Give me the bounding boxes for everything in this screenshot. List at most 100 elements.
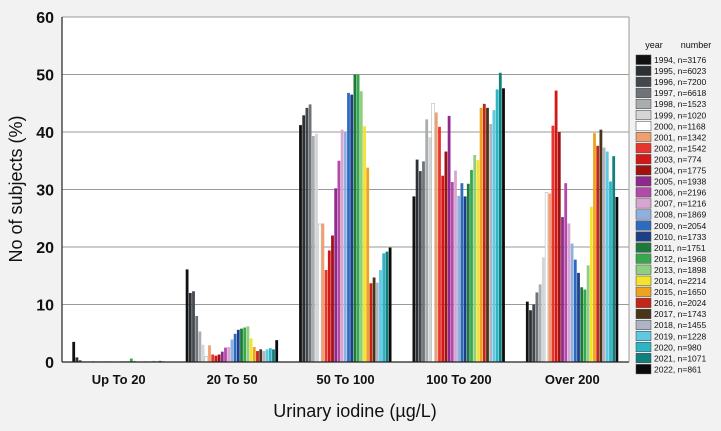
bar — [415, 159, 419, 362]
legend-label: 2004, n=1775 — [654, 166, 707, 176]
bar — [466, 183, 470, 362]
legend-swatch — [635, 297, 652, 308]
y-tick-label: 30 — [36, 183, 54, 200]
bar — [233, 333, 237, 362]
bar-series-group — [72, 72, 619, 363]
legend-label: 1996, n=7200 — [654, 77, 707, 87]
legend-label: 2007, n=1216 — [654, 199, 707, 209]
legend-swatch — [635, 319, 652, 330]
bar — [299, 125, 302, 362]
bar — [246, 326, 250, 362]
bar — [214, 355, 218, 362]
bar — [350, 94, 354, 363]
bar — [425, 119, 429, 362]
bar — [192, 291, 195, 362]
bar — [492, 110, 496, 363]
bar — [259, 349, 263, 362]
bar — [580, 287, 584, 362]
bar — [615, 196, 619, 362]
bar — [473, 155, 477, 362]
y-tick-label: 20 — [36, 240, 54, 257]
legend-swatch — [635, 308, 652, 319]
bar — [476, 160, 480, 362]
bar — [272, 349, 275, 362]
y-tick-label: 60 — [36, 10, 54, 27]
bar — [331, 235, 334, 362]
bar — [375, 282, 379, 362]
bar — [422, 161, 425, 362]
bar — [265, 349, 269, 362]
x-category-label: Up To 20 — [92, 372, 146, 387]
legend-swatch — [635, 342, 652, 353]
bar — [372, 277, 376, 362]
y-tick-label: 40 — [36, 125, 54, 142]
legend-swatch — [635, 275, 652, 286]
legend-swatch — [635, 198, 652, 209]
bar — [379, 270, 382, 362]
bar — [321, 223, 325, 362]
bar — [78, 360, 82, 362]
bar — [495, 89, 499, 362]
legend-swatch — [635, 331, 652, 341]
legend-swatch — [635, 231, 652, 242]
bar — [605, 151, 609, 362]
bar — [188, 293, 192, 362]
legend-swatch — [635, 165, 652, 176]
y-tick-labels: 0 10 20 30 40 50 60 — [36, 10, 54, 372]
bar — [551, 125, 555, 362]
bar — [363, 126, 366, 362]
legend-swatch — [635, 253, 652, 264]
bar — [570, 243, 574, 362]
bar — [525, 301, 529, 363]
bar — [441, 175, 445, 362]
bar — [227, 347, 231, 362]
legend-label: 2020, n=980 — [654, 342, 702, 352]
legend-swatch — [635, 98, 652, 109]
bar — [334, 188, 338, 362]
bar — [243, 327, 247, 362]
bar — [554, 90, 558, 362]
bar — [369, 283, 373, 362]
bar — [356, 74, 360, 362]
y-tick-label: 0 — [45, 355, 54, 372]
legend-swatch — [635, 121, 652, 132]
bar — [486, 107, 489, 362]
legend-label: 1995, n=6023 — [654, 66, 707, 76]
bar — [548, 193, 552, 362]
legend-swatch — [635, 154, 652, 165]
legend-header-year: year — [645, 40, 663, 50]
bar — [211, 354, 215, 362]
bar — [583, 289, 587, 362]
bar — [431, 103, 435, 363]
legend-label: 2019, n=1228 — [654, 331, 707, 341]
legend-swatch — [635, 353, 652, 364]
x-category-label: 100 To 200 — [426, 372, 492, 387]
bar — [609, 181, 612, 362]
legend-swatch — [635, 54, 652, 65]
bar — [438, 126, 441, 362]
legend-swatch — [635, 176, 652, 187]
legend-label: 2008, n=1869 — [654, 210, 707, 220]
bar — [366, 167, 370, 362]
legend-label: 2017, n=1743 — [654, 309, 707, 319]
legend-swatch — [635, 110, 652, 120]
bar — [252, 347, 256, 362]
x-category-label: 20 To 50 — [207, 372, 258, 387]
bar — [236, 329, 240, 362]
bar — [412, 196, 416, 362]
bar — [457, 195, 461, 362]
bar — [230, 339, 234, 362]
legend-swatch — [635, 242, 652, 253]
bar — [195, 316, 199, 362]
bar — [388, 247, 392, 362]
legend-label: 1994, n=3176 — [654, 55, 707, 65]
legend-label: 2000, n=1168 — [654, 121, 706, 131]
legend-label: 2014, n=2214 — [654, 276, 707, 286]
bar — [347, 92, 350, 363]
bar — [586, 265, 590, 362]
bar — [418, 171, 422, 362]
bar — [359, 91, 363, 363]
bar — [311, 136, 315, 362]
legend-label: 2015, n=1650 — [654, 287, 707, 297]
